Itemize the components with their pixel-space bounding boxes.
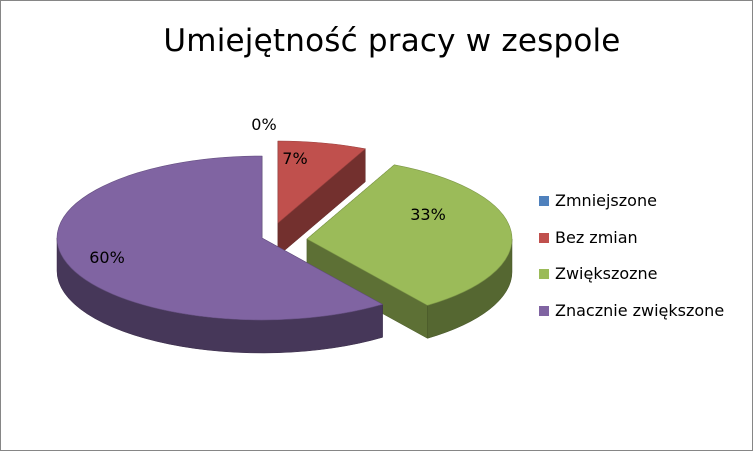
pie-slice-2 [306,164,513,306]
data-label-0: 0% [251,115,276,134]
legend-swatch-1 [539,232,549,243]
legend-label-3: Znacznie zwiększone [555,300,725,320]
legend-swatch-0 [539,196,549,206]
legend-label-2: Zwiększozne [555,264,658,283]
data-label-1: 7% [282,149,307,168]
legend-label-1: Bez zmian [555,227,638,247]
pie-slice-1 [277,140,366,224]
pie-slice-3 [56,155,384,321]
data-label-2: 33% [410,205,446,224]
chart-title: Umiejętność pracy w zespole [163,23,621,59]
legend-label-0: Zmniejszone [555,191,657,210]
legend-swatch-3 [539,305,549,316]
data-label-3: 60% [89,248,125,267]
legend-swatch-2 [539,269,549,279]
